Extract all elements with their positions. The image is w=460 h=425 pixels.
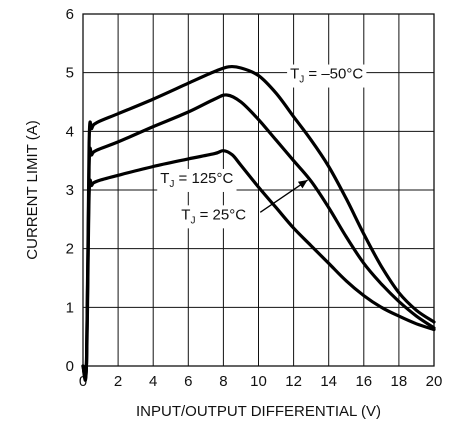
series-line-0 (81, 64, 436, 382)
series-line-2 (81, 149, 436, 378)
annotation-background (287, 64, 367, 88)
x-tick-label: 2 (114, 373, 122, 390)
y-tick-label: 5 (66, 65, 74, 82)
annotation-text: = 25°C (195, 206, 246, 223)
annotation-symbol: T (181, 206, 190, 223)
x-tick-label: 10 (250, 373, 267, 390)
pointer-arrow-head (297, 180, 308, 189)
x-axis-ticks: 0 2 4 6 8 10 12 14 16 18 20 (79, 373, 443, 390)
y-tick-label: 6 (66, 6, 74, 23)
series-annotation: TJ = 25°C (178, 205, 250, 229)
x-tick-label: 12 (285, 373, 302, 390)
x-tick-label: 0 (79, 373, 87, 390)
series-annotation: TJ = 125°C (157, 168, 237, 192)
series-annotation: TJ = –50°C (287, 64, 367, 88)
annotation-label: TJ = 25°C (181, 206, 246, 226)
annotation-subscript: J (299, 75, 304, 86)
x-tick-label: 20 (426, 373, 443, 390)
pointer-arrow-line (259, 179, 309, 213)
y-tick-label: 0 (66, 358, 74, 375)
annotation-background (157, 168, 237, 192)
annotation-text: = 125°C (174, 170, 233, 187)
annotation-background (178, 205, 250, 229)
y-axis-title: CURRENT LIMIT (A) (24, 120, 41, 259)
x-axis-title: INPUT/OUTPUT DIFFERENTIAL (V) (136, 403, 381, 420)
x-tick-label: 18 (391, 373, 408, 390)
annotation-text: = –50°C (304, 66, 363, 83)
annotation-symbol: T (160, 170, 169, 187)
series-lines (81, 64, 436, 382)
annotation-subscript: J (190, 215, 195, 226)
y-tick-label: 4 (66, 123, 74, 140)
annotation-subscript: J (169, 179, 174, 190)
y-axis-ticks: 0 1 2 3 4 5 6 (66, 6, 74, 375)
y-tick-label: 3 (66, 182, 74, 199)
y-tick-label: 2 (66, 241, 74, 258)
x-tick-label: 16 (355, 373, 372, 390)
grid (83, 14, 434, 366)
annotation-label: TJ = 125°C (160, 170, 233, 190)
plot-frame (82, 13, 435, 367)
annotation-symbol: T (290, 66, 299, 83)
y-tick-label: 1 (66, 299, 74, 316)
x-tick-label: 4 (149, 373, 157, 390)
annotation-label: TJ = –50°C (290, 66, 363, 86)
series-line-1 (81, 93, 436, 381)
annotations: TJ = –50°CTJ = 125°CTJ = 25°C (157, 64, 367, 229)
x-tick-label: 14 (320, 373, 337, 390)
x-tick-label: 8 (219, 373, 227, 390)
x-tick-label: 6 (184, 373, 192, 390)
